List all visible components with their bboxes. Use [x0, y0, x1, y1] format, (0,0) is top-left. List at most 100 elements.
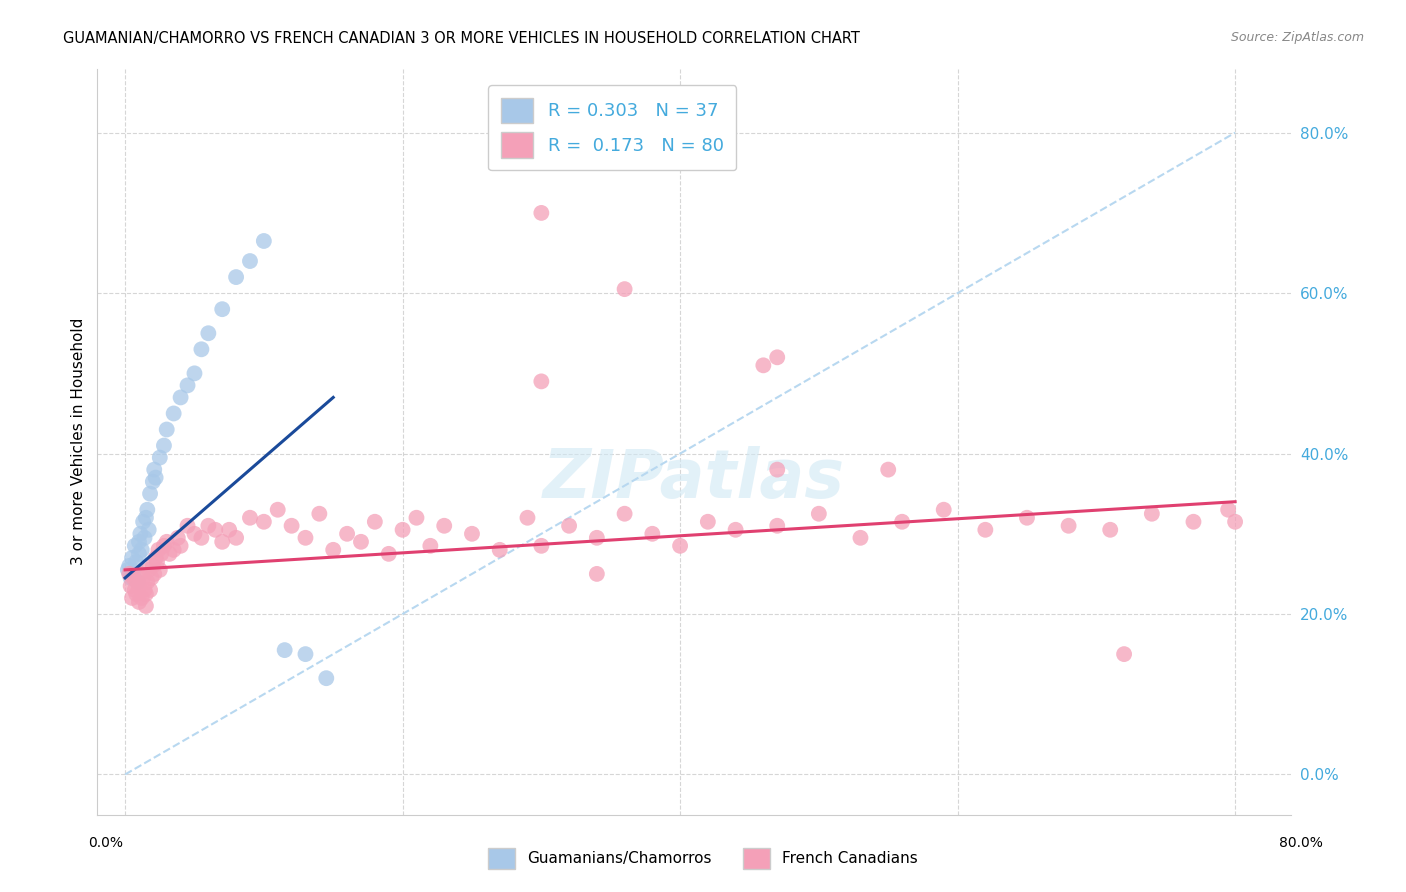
Point: [190, 343, 212, 357]
Point: [169, 391, 191, 405]
Point: [118, 566, 141, 581]
Point: [197, 326, 219, 341]
Point: [315, 671, 337, 685]
Point: [145, 470, 167, 484]
Point: [336, 526, 359, 541]
Point: [150, 547, 173, 561]
Point: [129, 526, 152, 541]
Point: [586, 566, 609, 581]
Point: [131, 542, 153, 557]
Point: [849, 531, 872, 545]
Point: [142, 475, 165, 489]
Point: [211, 302, 233, 317]
Point: [696, 515, 718, 529]
Point: [134, 582, 156, 597]
Point: [118, 558, 141, 573]
Point: [148, 542, 170, 557]
Point: [122, 566, 145, 581]
Point: [124, 539, 146, 553]
Point: [136, 502, 159, 516]
Point: [141, 571, 163, 585]
Point: [153, 539, 176, 553]
Point: [530, 206, 553, 220]
Point: [267, 502, 290, 516]
Point: [121, 550, 143, 565]
Point: [891, 515, 914, 529]
Point: [169, 539, 191, 553]
Point: [308, 507, 330, 521]
Point: [752, 359, 775, 373]
Point: [149, 563, 172, 577]
Point: [120, 571, 142, 585]
Point: [204, 523, 226, 537]
Point: [322, 542, 344, 557]
Point: [128, 547, 150, 561]
Point: [294, 647, 316, 661]
Point: [145, 550, 167, 565]
Point: [190, 531, 212, 545]
Point: [127, 574, 149, 589]
Point: [530, 539, 553, 553]
Point: [350, 534, 373, 549]
Point: [132, 571, 155, 585]
Point: [1140, 507, 1163, 521]
Point: [125, 555, 148, 569]
Point: [461, 526, 484, 541]
Point: [766, 351, 789, 365]
Point: [1223, 515, 1246, 529]
Point: [294, 531, 316, 545]
Point: [273, 643, 295, 657]
Point: [197, 518, 219, 533]
Point: [183, 526, 205, 541]
Point: [280, 518, 302, 533]
Point: [153, 438, 176, 452]
Point: [163, 407, 186, 421]
Point: [143, 566, 166, 581]
Point: [156, 423, 179, 437]
Point: [488, 542, 510, 557]
Point: [176, 518, 198, 533]
Point: [1099, 523, 1122, 537]
Point: [613, 507, 636, 521]
Point: [225, 531, 247, 545]
Point: [225, 270, 247, 285]
Point: [134, 531, 156, 545]
Point: [391, 523, 413, 537]
Point: [433, 518, 456, 533]
Point: [142, 558, 165, 573]
Point: [377, 547, 399, 561]
Point: [586, 531, 609, 545]
Point: [516, 510, 538, 524]
Point: [974, 523, 997, 537]
Point: [766, 462, 789, 476]
Point: [613, 282, 636, 296]
Point: [135, 510, 157, 524]
Point: [139, 486, 162, 500]
Point: [405, 510, 427, 524]
Point: [135, 599, 157, 613]
Point: [166, 531, 188, 545]
Point: [211, 534, 233, 549]
Point: [138, 563, 160, 577]
Point: [558, 518, 581, 533]
Point: [156, 534, 179, 549]
Point: [122, 571, 145, 585]
Point: [877, 462, 900, 476]
Point: [1015, 510, 1038, 524]
Point: [253, 234, 276, 248]
Point: [1114, 647, 1136, 661]
Point: [218, 523, 240, 537]
Point: [163, 542, 186, 557]
Point: [132, 515, 155, 529]
Text: GUAMANIAN/CHAMORRO VS FRENCH CANADIAN 3 OR MORE VEHICLES IN HOUSEHOLD CORRELATIO: GUAMANIAN/CHAMORRO VS FRENCH CANADIAN 3 …: [63, 31, 860, 46]
Point: [176, 378, 198, 392]
Point: [1057, 518, 1080, 533]
Legend: R = 0.303   N = 37, R =  0.173   N = 80: R = 0.303 N = 37, R = 0.173 N = 80: [488, 85, 737, 170]
Point: [183, 367, 205, 381]
Point: [135, 587, 157, 601]
Point: [121, 591, 143, 605]
Point: [149, 450, 172, 465]
Point: [239, 254, 262, 268]
Legend: Guamanians/Chamorros, French Canadians: Guamanians/Chamorros, French Canadians: [482, 841, 924, 875]
Point: [117, 563, 139, 577]
